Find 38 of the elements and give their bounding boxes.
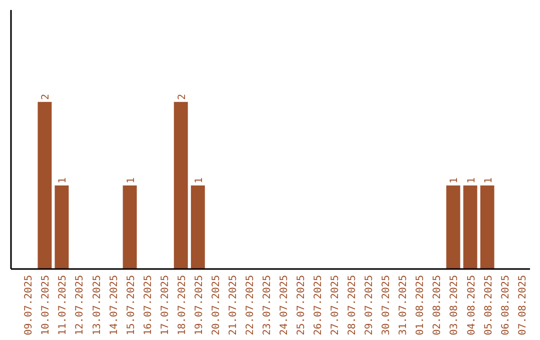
x-tick-label: 11.07.2025	[58, 275, 69, 336]
data-label: 1	[194, 177, 205, 184]
x-tick-label: 05.08.2025	[483, 275, 494, 336]
x-tick-label: 04.08.2025	[466, 275, 478, 336]
x-tick-label: 14.07.2025	[108, 275, 120, 336]
x-tick-label: 03.08.2025	[449, 275, 460, 336]
x-tick-label: 26.07.2025	[313, 275, 324, 336]
x-tick-label: 01.08.2025	[415, 275, 426, 336]
x-tick-label: 25.07.2025	[296, 275, 308, 336]
x-tick-label: 27.07.2025	[330, 275, 342, 336]
data-label: 2	[40, 94, 52, 100]
data-label: 1	[483, 177, 494, 184]
x-tick-label: 24.07.2025	[279, 275, 290, 336]
x-tick-label: 02.08.2025	[432, 275, 444, 336]
data-label: 1	[449, 177, 460, 184]
x-tick-label: 15.07.2025	[126, 275, 137, 336]
x-tick-label: 21.07.2025	[228, 275, 239, 336]
x-tick-label: 12.07.2025	[74, 275, 86, 336]
x-tick-label: 28.07.2025	[347, 275, 358, 336]
x-tick-label: 29.07.2025	[364, 275, 376, 336]
x-tick-label: 19.07.2025	[194, 275, 205, 336]
x-tick-label: 10.07.2025	[40, 275, 52, 336]
x-tick-label: 07.08.2025	[517, 275, 528, 336]
x-tick-label: 09.07.2025	[24, 275, 35, 336]
data-label: 1	[58, 177, 69, 184]
x-tick-label: 17.07.2025	[160, 275, 171, 336]
x-tick-label: 13.07.2025	[92, 275, 103, 336]
x-tick-label: 20.07.2025	[210, 275, 222, 336]
data-label: 1	[126, 177, 137, 184]
x-tick-label: 06.08.2025	[500, 275, 512, 336]
x-tick-label: 23.07.2025	[262, 275, 273, 336]
x-tick-label: 16.07.2025	[142, 275, 154, 336]
data-label: 2	[176, 94, 188, 100]
data-label: 1	[466, 177, 478, 184]
x-tick-label: 18.07.2025	[176, 275, 188, 336]
x-tick-label: 31.07.2025	[398, 275, 410, 336]
x-tick-label: 22.07.2025	[244, 275, 256, 336]
x-tick-label: 30.07.2025	[381, 275, 392, 336]
